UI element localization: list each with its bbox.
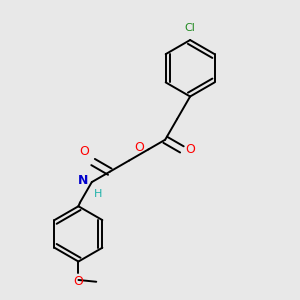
Text: O: O xyxy=(135,141,145,154)
Text: H: H xyxy=(94,189,103,199)
Text: O: O xyxy=(74,275,83,288)
Text: O: O xyxy=(185,143,195,156)
Text: N: N xyxy=(78,174,88,188)
Text: O: O xyxy=(80,146,89,158)
Text: Cl: Cl xyxy=(185,23,196,34)
